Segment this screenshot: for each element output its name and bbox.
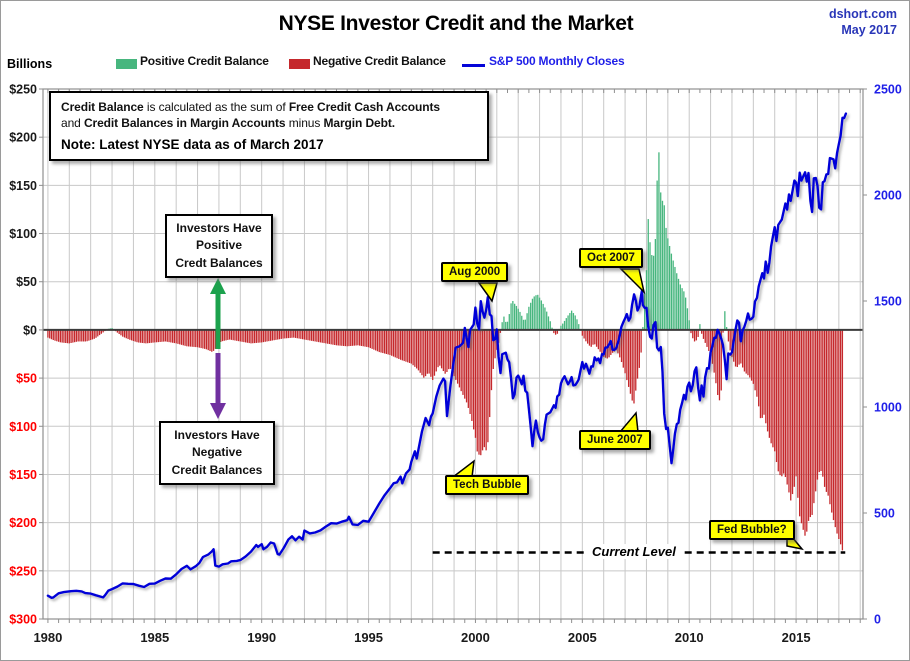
- down-arrowhead-icon: [210, 403, 226, 419]
- x-axis-tick-label: 1980: [33, 630, 62, 645]
- callout-june-2007: June 2007: [579, 430, 651, 450]
- right-axis-tick-label: 0: [874, 613, 881, 627]
- legend-negative-label: Negative Credit Balance: [313, 54, 446, 68]
- left-axis-title: Billions: [7, 57, 53, 71]
- aug2000-callout-tail: [477, 282, 498, 303]
- source-date: May 2017: [841, 23, 897, 38]
- left-axis-tick-label: $150: [9, 468, 37, 482]
- right-axis-tick-label: 2500: [874, 83, 902, 97]
- sp500-line: [46, 112, 848, 599]
- positive-balance-note-box: Investors Have Positive Credt Balances: [165, 214, 273, 279]
- left-axis-tick-label: $300: [9, 613, 37, 627]
- definition-line-1: Credit Balance is calculated as the sum …: [61, 100, 440, 114]
- callout-tech-bubble: Tech Bubble: [445, 475, 530, 495]
- left-axis-labels: $250 $200 $150 $100 $50 $0 $50 $100 $150 $200 $250…: [9, 83, 37, 627]
- left-axis-tick-label: $250: [9, 83, 37, 97]
- up-arrowhead-icon: [210, 278, 226, 294]
- left-axis-tick-label: $50: [16, 372, 37, 386]
- x-axis-labels: 1980 1985 1990 1995 2000 2005 2010 2015: [33, 630, 810, 645]
- current-level-label: Current Level: [587, 544, 681, 559]
- left-axis-tick-label: $250: [9, 564, 37, 578]
- left-axis-tick-label: $0: [23, 323, 37, 337]
- left-axis-tick-label: $100: [9, 227, 37, 241]
- callout-aug-2000: Aug 2000: [441, 262, 509, 282]
- x-axis-tick-label: 1995: [354, 630, 383, 645]
- credit-balance-bars: [47, 152, 844, 551]
- left-axis-tick-label: $200: [9, 516, 37, 530]
- left-axis-tick-label: $50: [16, 275, 37, 289]
- source-credit: dshort.com May 2017: [829, 6, 897, 39]
- negative-balance-note-box: Investors Have Negative Credit Balances: [159, 421, 275, 486]
- legend-sp500-label: S&P 500 Monthly Closes: [489, 54, 625, 68]
- page-title: NYSE Investor Credit and the Market: [278, 12, 634, 35]
- sp500-line-swatch-icon: [462, 64, 485, 67]
- x-axis-tick-label: 2015: [782, 630, 811, 645]
- right-axis-tick-label: 500: [874, 507, 895, 521]
- legend-positive-label: Positive Credit Balance: [140, 54, 269, 68]
- right-axis-labels: 2500 2000 1500 1000 500 0: [874, 83, 902, 627]
- x-axis-tick-label: 2010: [675, 630, 704, 645]
- x-axis-tick-label: 2005: [568, 630, 597, 645]
- right-axis-tick-label: 2000: [874, 189, 902, 203]
- right-axis-tick-label: 1500: [874, 295, 902, 309]
- source-site: dshort.com: [828, 7, 897, 21]
- negative-balance-swatch-icon: [289, 59, 310, 69]
- x-axis-tick-label: 2000: [461, 630, 490, 645]
- callout-oct-2007: Oct 2007: [579, 248, 643, 268]
- left-axis-tick-label: $150: [9, 179, 37, 193]
- x-axis-tick-label: 1990: [247, 630, 276, 645]
- sp500-series: [46, 112, 848, 599]
- right-axis-tick-label: 1000: [874, 401, 902, 415]
- definition-line-2: and Credit Balances in Margin Accounts m…: [61, 116, 395, 131]
- left-axis-tick-label: $200: [9, 131, 37, 145]
- data-note: Note: Latest NYSE data as of March 2017: [61, 137, 324, 153]
- x-axis-tick-label: 1985: [140, 630, 169, 645]
- left-axis-tick-label: $100: [9, 420, 37, 434]
- oct2007-callout-tail: [619, 268, 646, 295]
- callout-fed-bubble: Fed Bubble?: [709, 520, 795, 540]
- credit-balance-definition-box: Credit Balance is calculated as the sum …: [49, 91, 489, 162]
- positive-balance-swatch-icon: [116, 59, 137, 69]
